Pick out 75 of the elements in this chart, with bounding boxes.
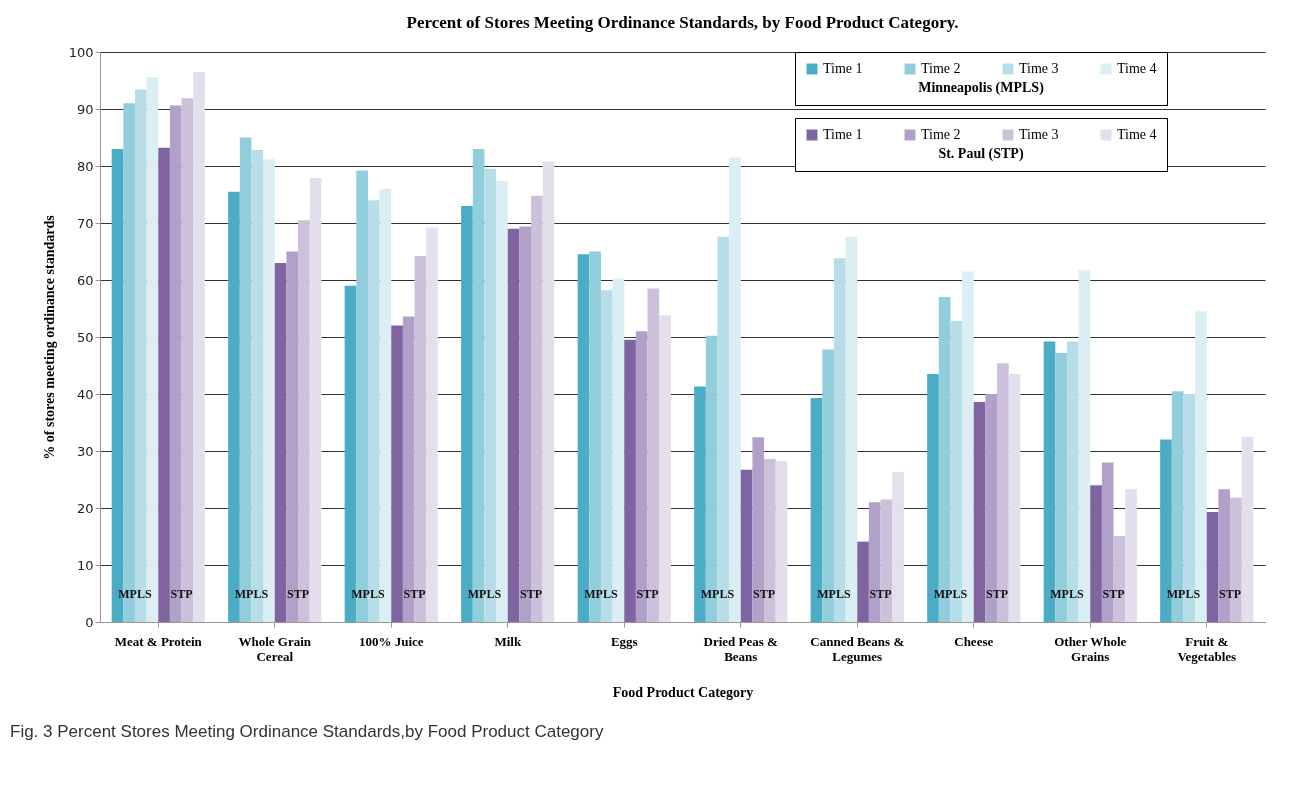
bar bbox=[1090, 485, 1102, 622]
bar bbox=[624, 339, 636, 622]
y-tick-label: 60 bbox=[76, 272, 94, 288]
y-tick-label: 0 bbox=[85, 614, 94, 630]
annotation: MPLS bbox=[933, 586, 968, 601]
bar bbox=[1206, 511, 1219, 622]
y-tick-label: 100 bbox=[68, 44, 94, 60]
x-tick-label: Whole Grain Cereal bbox=[238, 633, 312, 664]
y-tick-label: 50 bbox=[76, 329, 94, 345]
chart-title: Percent of Stores Meeting Ordinance Standards, by Food Product Category. bbox=[406, 13, 959, 32]
bar bbox=[158, 147, 170, 622]
bar bbox=[274, 262, 287, 622]
annotation: STP bbox=[170, 586, 193, 601]
annotation: STP bbox=[1102, 586, 1125, 601]
annotation: STP bbox=[753, 586, 776, 601]
legend-label: Time 1 bbox=[823, 127, 863, 142]
bar bbox=[1125, 489, 1137, 622]
legend-label: Time 2 bbox=[921, 61, 961, 76]
annotation: MPLS bbox=[467, 586, 502, 601]
bar bbox=[309, 177, 322, 622]
x-tick-label: Eggs bbox=[610, 633, 638, 649]
x-tick-label: Meat & Protein bbox=[114, 633, 203, 649]
annotation: MPLS bbox=[817, 586, 851, 601]
bar bbox=[542, 161, 555, 622]
y-tick-label: 70 bbox=[76, 215, 94, 231]
text: St. Paul (STP) bbox=[938, 146, 1024, 161]
y-tick-label: 40 bbox=[76, 386, 94, 402]
annotation: MPLS bbox=[700, 586, 735, 601]
annotation: STP bbox=[986, 586, 1009, 601]
text: Minneapolis (MPLS) bbox=[918, 80, 1044, 95]
annotation: MPLS bbox=[1166, 586, 1201, 601]
bar bbox=[391, 325, 403, 622]
x-tick-label: Fruit & Vegetables bbox=[1177, 633, 1237, 664]
annotation: STP bbox=[520, 586, 543, 601]
annotation: STP bbox=[403, 586, 426, 601]
x-axis-title: Food Product Category bbox=[612, 684, 754, 700]
annotation: STP bbox=[869, 586, 892, 601]
x-tick-label: Canned Beans & Legumes bbox=[810, 633, 905, 664]
bar bbox=[1241, 436, 1254, 622]
annotation: MPLS bbox=[1050, 586, 1084, 601]
bar bbox=[775, 460, 788, 622]
legend-label: Time 4 bbox=[1117, 127, 1157, 142]
y-tick-label: 80 bbox=[76, 158, 94, 174]
bar bbox=[973, 401, 986, 622]
x-tick-label: Other Whole Grains bbox=[1054, 633, 1127, 664]
x-tick-label: Dried Peas & Beans bbox=[703, 633, 779, 664]
bar bbox=[193, 71, 205, 622]
legend-label: Time 1 bbox=[823, 61, 863, 76]
bar bbox=[426, 227, 438, 622]
x-tick-label: Cheese bbox=[954, 633, 994, 649]
x-tick-label: 100% Juice bbox=[358, 633, 424, 649]
y-tick-label: 90 bbox=[76, 101, 94, 117]
y-axis-title: % of stores meeting ordinance standards bbox=[41, 214, 57, 460]
bar bbox=[740, 469, 753, 622]
bar bbox=[659, 315, 671, 622]
y-tick-label: 10 bbox=[76, 557, 94, 573]
legend-label: Time 4 bbox=[1117, 61, 1157, 76]
y-tick-label: 20 bbox=[76, 500, 94, 516]
x-tick-label: Milk bbox=[494, 633, 522, 649]
bar bbox=[1008, 374, 1021, 622]
annotation: STP bbox=[636, 586, 659, 601]
bar bbox=[857, 541, 869, 622]
legend-label: Time 3 bbox=[1019, 127, 1059, 142]
annotation: MPLS bbox=[351, 586, 385, 601]
annotation: MPLS bbox=[584, 586, 618, 601]
annotation: STP bbox=[1219, 586, 1242, 601]
annotation: MPLS bbox=[118, 586, 152, 601]
bar bbox=[892, 472, 904, 622]
annotation: STP bbox=[287, 586, 310, 601]
bar bbox=[507, 228, 520, 622]
caption: Fig. 3 Percent Stores Meeting Ordinance Standards,by Food Product Category bbox=[10, 722, 604, 741]
legend-label: Time 3 bbox=[1019, 61, 1059, 76]
annotation: MPLS bbox=[234, 586, 269, 601]
y-tick-label: 30 bbox=[76, 443, 94, 459]
legend-label: Time 2 bbox=[921, 127, 961, 142]
